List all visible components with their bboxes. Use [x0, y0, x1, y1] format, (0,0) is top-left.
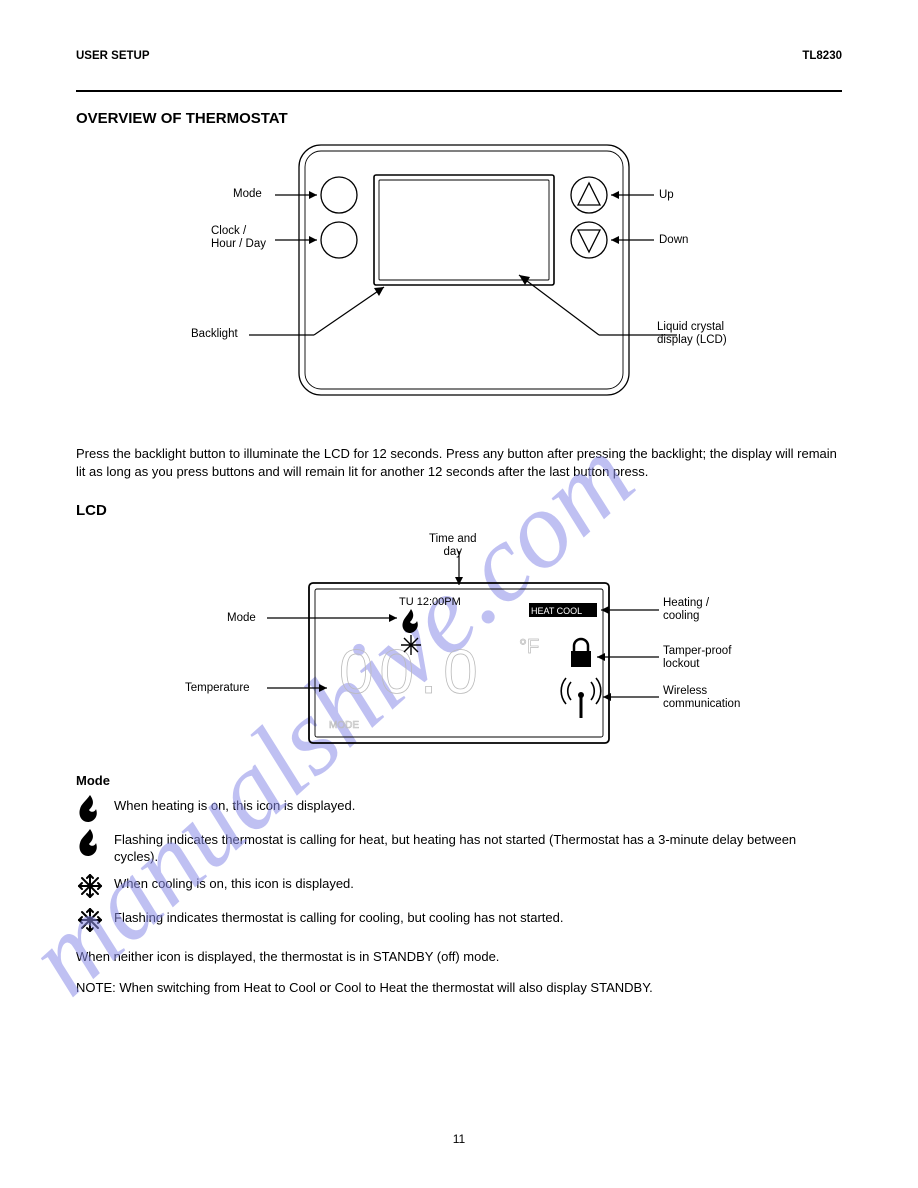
flame-icon [402, 609, 417, 633]
mode-row: Flashing indicates thermostat is calling… [76, 828, 842, 866]
label-lcd: Liquid crystal display (LCD) [657, 321, 727, 347]
page: manualshive.com USER SETUP TL8230 OVERVI… [0, 0, 918, 1188]
section-title-lcd: LCD [76, 502, 842, 519]
label-time-day: Time and day [429, 533, 477, 559]
lcd-time: TU 12:00PM [399, 596, 461, 608]
mode-text: Flashing indicates thermostat is calling… [114, 906, 563, 927]
label-mode-lcd: Mode [227, 612, 256, 625]
label-temperature: Temperature [185, 682, 250, 695]
mode-text: When cooling is on, this icon is display… [114, 872, 354, 893]
label-heat-cool: Heating / cooling [663, 597, 709, 623]
lock-icon [571, 639, 591, 667]
lcd-svg: TU 12:00PM 00.0 °F MODE HEAT COOL [179, 533, 739, 763]
divider [76, 90, 842, 92]
mode-row: When heating is on, this icon is display… [76, 794, 842, 822]
snow-on-icon [76, 872, 104, 900]
label-wireless: Wireless communication [663, 685, 740, 711]
note-paragraph: NOTE: When switching from Heat to Cool o… [76, 979, 842, 997]
label-backlight: Backlight [191, 328, 238, 341]
header-right: TL8230 [802, 50, 842, 62]
thermostat-svg [179, 135, 739, 435]
wireless-icon [561, 678, 601, 718]
page-number: 11 [0, 1132, 918, 1146]
heat-cool-text: HEAT COOL [531, 606, 582, 616]
label-up: Up [659, 189, 674, 202]
section-title-overview: OVERVIEW OF THERMOSTAT [76, 110, 842, 127]
label-clock: Clock / Hour / Day [211, 225, 266, 251]
snow-off-icon [76, 906, 104, 934]
snowflake-icon [401, 635, 421, 655]
label-lock: Tamper-proof lockout [663, 645, 731, 671]
mode-text: Flashing indicates thermostat is calling… [114, 828, 842, 866]
figure-thermostat: Mode Clock / Hour / Day Backlight Up Dow… [179, 135, 739, 435]
figure-lcd: TU 12:00PM 00.0 °F MODE HEAT COOL [179, 533, 739, 763]
header-row: USER SETUP TL8230 [76, 50, 842, 62]
mode-heading: Mode [76, 773, 842, 788]
flame-on-icon [76, 794, 104, 822]
label-down: Down [659, 234, 688, 247]
flame-off-icon [76, 828, 104, 856]
mode-text: When heating is on, this icon is display… [114, 794, 355, 815]
lcd-mode-word: MODE [329, 720, 359, 731]
label-mode: Mode [233, 188, 262, 201]
header-left: USER SETUP [76, 50, 150, 62]
mode-row: Flashing indicates thermostat is calling… [76, 906, 842, 934]
mode-row: When cooling is on, this icon is display… [76, 872, 842, 900]
standby-paragraph: When neither icon is displayed, the ther… [76, 948, 842, 966]
lcd-temp-deg: °F [519, 636, 539, 658]
paragraph-backlight: Press the backlight button to illuminate… [76, 445, 842, 480]
